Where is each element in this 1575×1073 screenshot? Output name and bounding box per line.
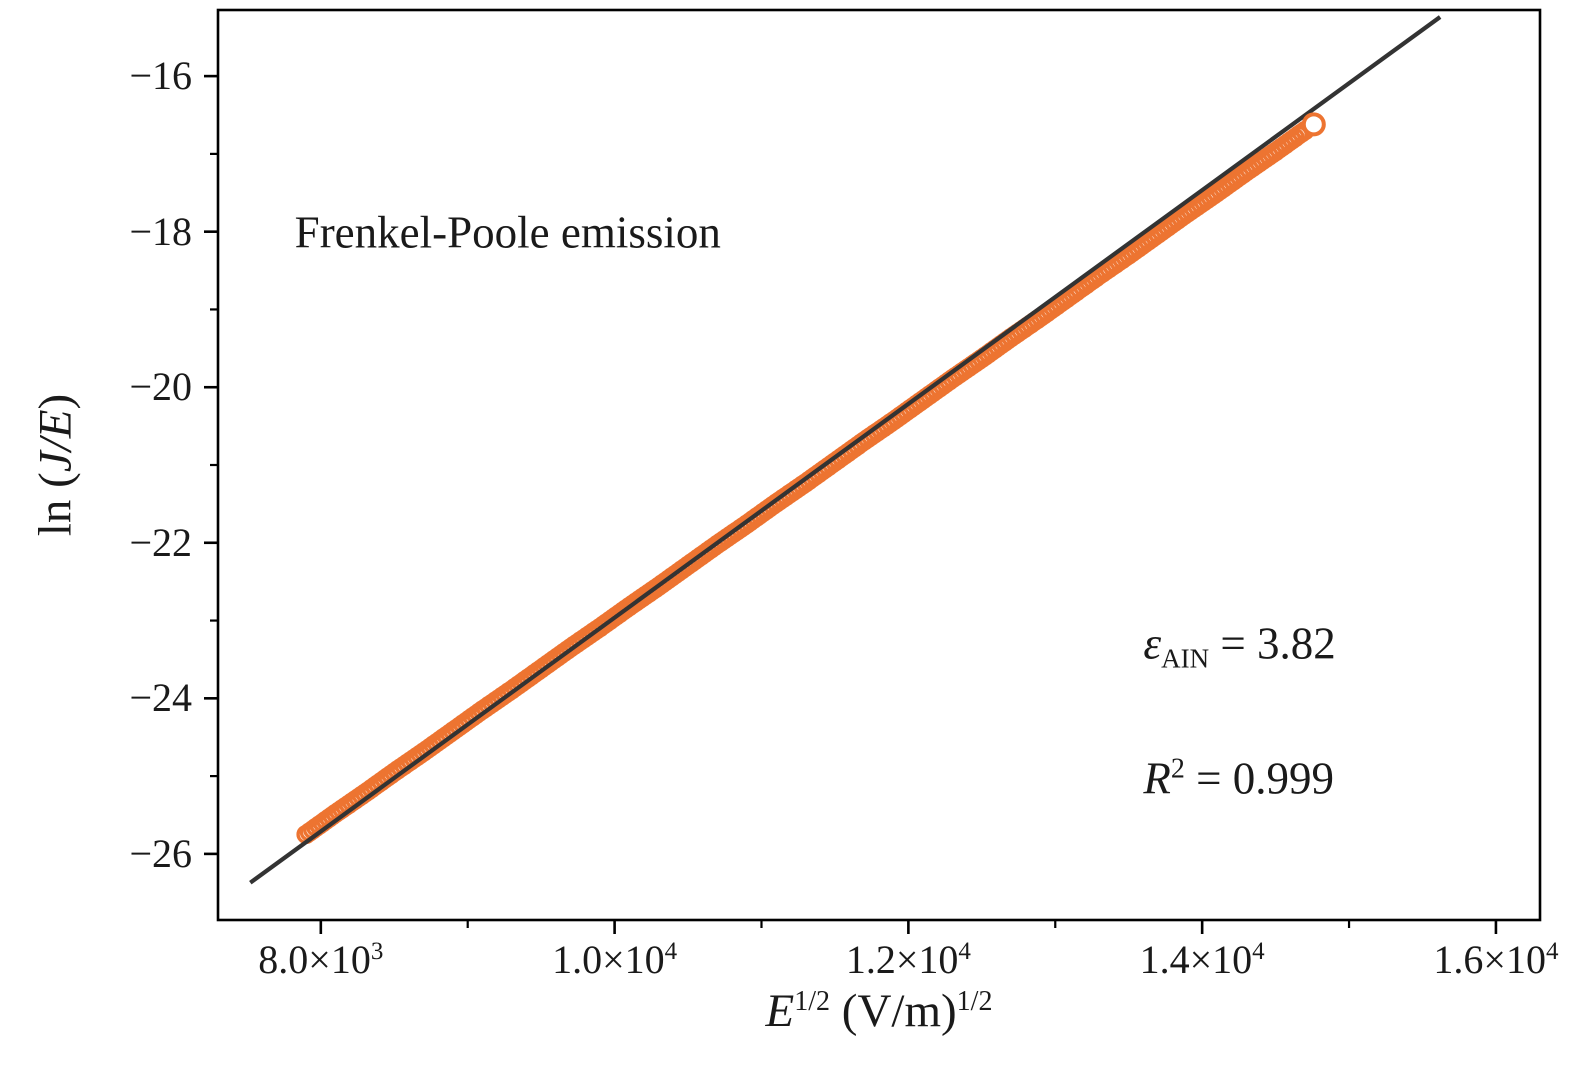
x-tick-label: 1.6×104 [1433,937,1559,982]
y-tick-label: −18 [129,208,192,254]
epsilon-subscript: AIN [1161,643,1210,674]
y-axis-label-variable: J/E [29,409,82,473]
y-tick-label: −24 [129,675,192,721]
y-tick-label: −16 [129,53,192,99]
r-squared-exponent: 2 [1170,753,1185,785]
x-tick-label: 8.0×103 [258,937,384,982]
axis-frame [216,8,1542,922]
y-tick-label: −22 [129,519,192,565]
fit-line [249,15,1442,885]
epsilon-symbol: ε [1143,618,1162,669]
y-axis-label: ln (J/E) [29,393,82,537]
annotation-epsilon: εAIN = 3.82 [1143,618,1336,674]
r-squared-value: = 0.999 [1184,753,1335,804]
x-axis-label-exponent-2: 1/2 [956,986,993,1017]
epsilon-value: = 3.82 [1209,618,1336,669]
x-tick-label: 1.2×104 [845,937,971,982]
x-axis-label-exponent-1: 1/2 [794,986,831,1017]
y-axis-label-suffix: ) [29,393,82,410]
r-squared-symbol: R [1143,753,1171,804]
x-axis-label-variable: E [765,985,795,1037]
end-data-point-marker [1301,112,1326,137]
y-axis-label-prefix: ln ( [29,472,82,537]
x-tick-label: 1.4×104 [1139,937,1265,982]
x-axis-label: E1/2 (V/m)1/2 [766,988,993,1035]
annotation-frenkel-poole: Frenkel-Poole emission [295,210,721,255]
y-tick-label: −26 [129,830,192,876]
y-tick-label: −20 [129,364,192,410]
x-tick-label: 1.0×104 [552,937,678,982]
x-axis-label-units: (V/m) [830,985,957,1037]
annotation-r-squared: R2 = 0.999 [1143,753,1335,804]
annotation-frenkel-poole-text: Frenkel-Poole emission [294,207,721,258]
